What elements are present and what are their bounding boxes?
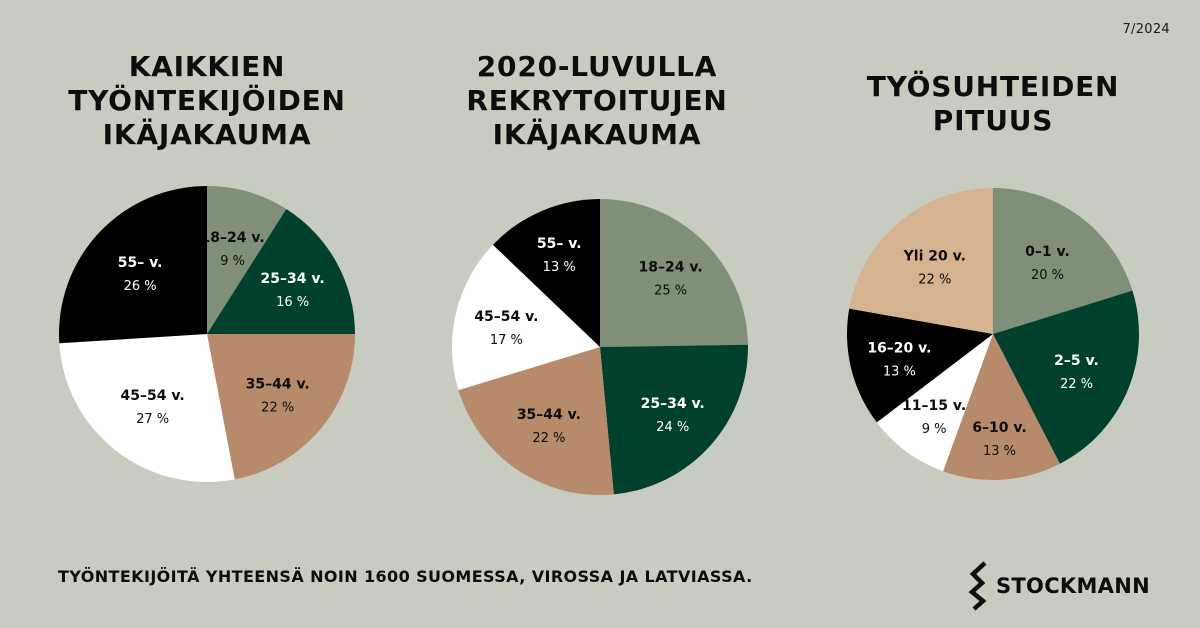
slice-value-label: 9 % <box>922 422 947 437</box>
slice-value-label: 13 % <box>883 365 916 380</box>
pie-chart-3: 0–1 v. 20 % 2–5 v. 22 % 6–10 v. 13 % 11–15 v. 9… <box>847 188 1140 481</box>
chart-title-employment-length: TYÖSUHTEIDEN PITUUS <box>866 70 1120 137</box>
slice-value-label: 24 % <box>656 420 689 435</box>
slice-category-label: 18–24 v. <box>201 230 265 246</box>
slice-category-label: 25–34 v. <box>641 396 705 412</box>
slice-value-label: 26 % <box>124 279 157 294</box>
slice-value-label: 13 % <box>543 260 576 275</box>
slice-category-label: 16–20 v. <box>867 341 931 357</box>
pie-slice <box>600 344 748 495</box>
pie-slice <box>876 334 993 472</box>
slice-value-label: 22 % <box>1060 377 1093 392</box>
slice-category-label: 2–5 v. <box>1054 353 1099 369</box>
footnote-text: TYÖNTEKIJÖITÄ YHTEENSÄ NOIN 1600 SUOMESS… <box>58 567 753 586</box>
pie-slice <box>492 199 600 347</box>
pie-slice <box>207 186 287 334</box>
stockmann-s-emblem-icon <box>968 561 987 611</box>
chart-title-2020s-recruits-age: 2020-LUVULLA REKRYTOITUJEN IKÄJAKAUMA <box>466 50 728 151</box>
slice-category-label: 45–54 v. <box>474 309 538 325</box>
slice-category-label: Yli 20 v. <box>903 249 966 265</box>
slice-value-label: 22 % <box>918 273 951 288</box>
slice-value-label: 20 % <box>1031 268 1064 283</box>
slice-category-label: 18–24 v. <box>639 259 703 275</box>
pie-slice <box>58 186 208 344</box>
slice-value-label: 16 % <box>276 295 309 310</box>
slice-category-label: 55– v. <box>537 236 582 252</box>
pie-chart-2: 18–24 v. 25 % 25–34 v. 24 % 35–44 v. 22 % 45–5… <box>451 199 748 496</box>
slice-category-label: 55– v. <box>118 255 163 271</box>
pie-slice <box>847 308 993 423</box>
slice-value-label: 17 % <box>490 333 523 348</box>
logo-wordmark: STOCKMANN <box>996 574 1150 598</box>
stockmann-logo: STOCKMANN <box>968 561 1150 611</box>
pie-slice <box>993 188 1133 334</box>
slice-category-label: 45–54 v. <box>121 388 185 404</box>
slice-value-label: 22 % <box>532 431 565 446</box>
pie-chart-1: 18–24 v. 9 % 25–34 v. 16 % 35–44 v. 22 % 45–54… <box>58 186 356 483</box>
slice-category-label: 25–34 v. <box>261 271 325 287</box>
slice-value-label: 25 % <box>654 283 687 298</box>
pie-slice <box>943 334 1060 481</box>
slice-value-label: 27 % <box>136 412 169 427</box>
slice-category-label: 11–15 v. <box>902 398 966 414</box>
slice-category-label: 35–44 v. <box>517 407 581 423</box>
slice-category-label: 6–10 v. <box>972 420 1026 436</box>
slice-category-label: 35–44 v. <box>246 377 310 393</box>
pie-slice <box>59 334 235 483</box>
pie-slice <box>993 290 1140 464</box>
date-label: 7/2024 <box>1122 22 1170 37</box>
pie-slice <box>600 199 748 347</box>
pie-slice <box>207 334 356 480</box>
slice-value-label: 22 % <box>261 401 294 416</box>
pie-slice <box>458 347 614 496</box>
slice-value-label: 9 % <box>220 254 245 269</box>
chart-title-all-employees-age: KAIKKIEN TYÖNTEKIJÖIDEN IKÄJAKAUMA <box>68 50 346 151</box>
pie-slice <box>451 244 600 391</box>
pie-slice <box>207 209 355 334</box>
pie-slice <box>849 188 993 334</box>
slice-value-label: 13 % <box>983 444 1016 459</box>
slice-category-label: 0–1 v. <box>1025 244 1070 260</box>
